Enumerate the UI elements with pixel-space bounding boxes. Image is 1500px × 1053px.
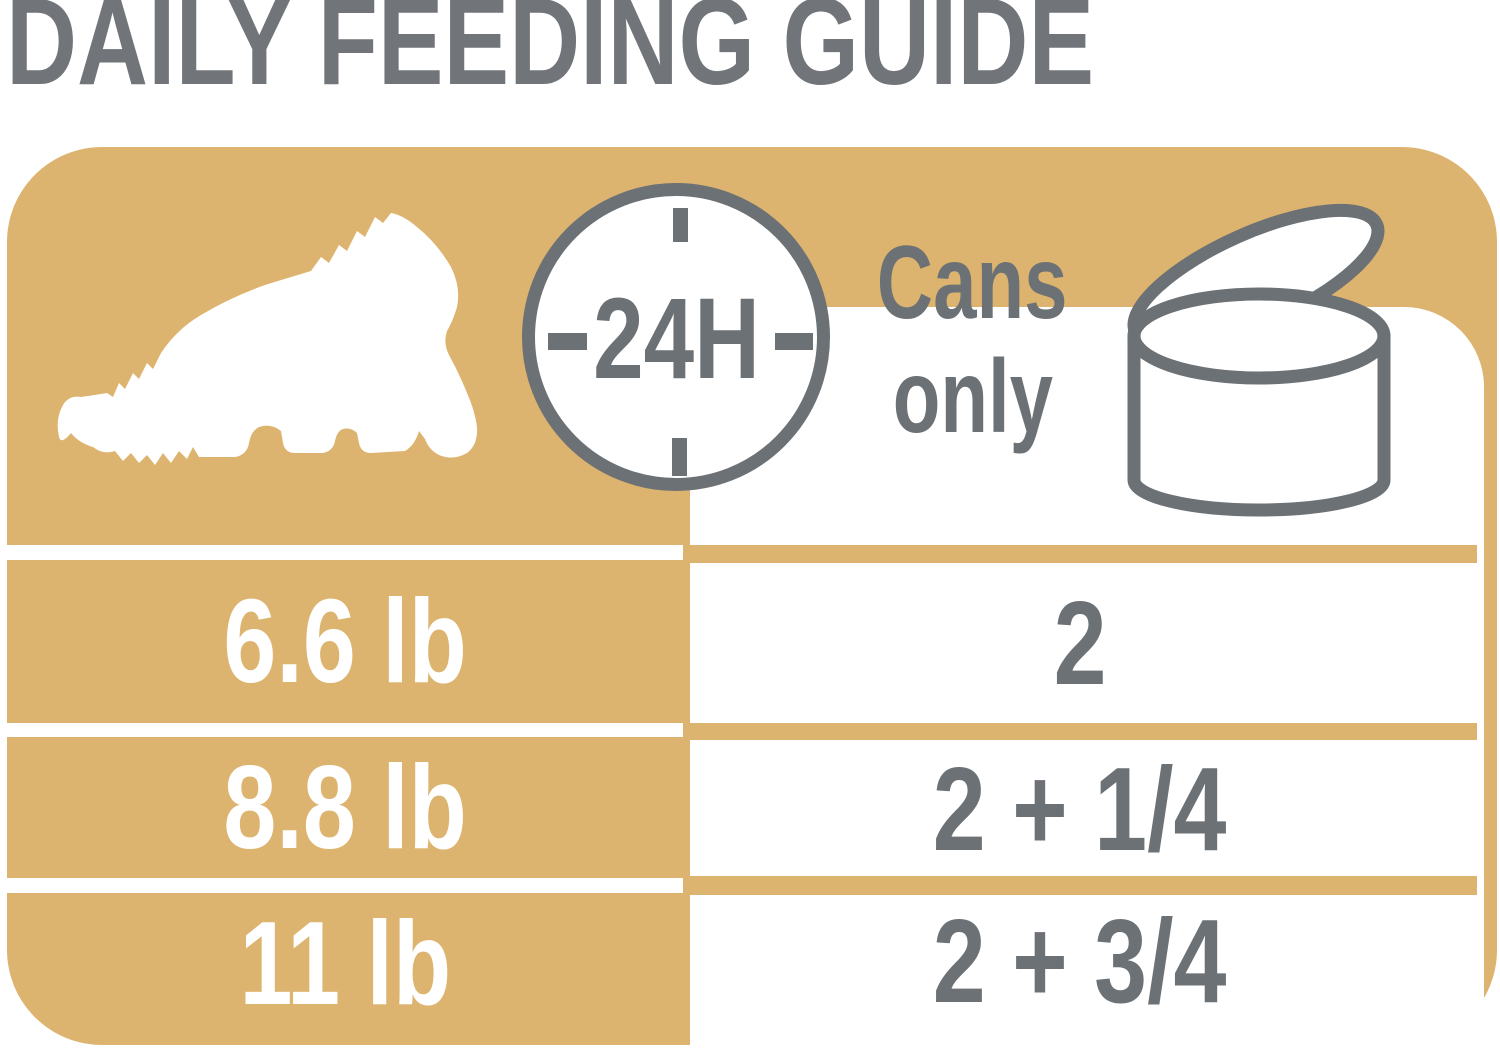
clock-dash-right bbox=[775, 333, 813, 350]
weight-cell-row-2: 8.8 lb bbox=[7, 737, 683, 878]
weight-cell-row-3: 11 lb bbox=[7, 893, 683, 1033]
row-divider-right-3 bbox=[683, 876, 1477, 895]
cans-value: 2 + 1/4 bbox=[933, 742, 1227, 876]
cans-value-cell-row-3: 2 + 3/4 bbox=[683, 895, 1477, 1028]
weight-label: 11 lb bbox=[239, 896, 451, 1030]
weight-label: 8.8 lb bbox=[223, 741, 467, 874]
cans-only-line2: only bbox=[892, 339, 1053, 455]
clock-label: 24H bbox=[592, 274, 760, 403]
row-divider-left-1 bbox=[7, 545, 683, 560]
row-divider-right-2 bbox=[683, 723, 1477, 740]
cans-value-cell-row-1: 2 bbox=[683, 563, 1477, 723]
cans-value: 2 bbox=[1053, 576, 1107, 710]
cat-icon bbox=[57, 213, 478, 465]
cans-value: 2 + 3/4 bbox=[933, 895, 1227, 1028]
row-divider-left-2 bbox=[7, 723, 683, 737]
row-divider-right-1 bbox=[683, 545, 1477, 563]
cans-only-line1: Cans bbox=[877, 225, 1068, 341]
cans-value-cell-row-2: 2 + 1/4 bbox=[683, 740, 1477, 878]
open-can-icon bbox=[1127, 203, 1391, 517]
clock-dash-left bbox=[548, 333, 587, 350]
weight-cell-row-1: 6.6 lb bbox=[7, 560, 683, 723]
page-title: DAILY FEEDING GUIDE bbox=[6, 0, 1095, 111]
clock-tick-bottom bbox=[672, 438, 687, 476]
weight-label: 6.6 lb bbox=[223, 575, 467, 708]
cans-only-label: Cans only bbox=[860, 226, 1085, 454]
clock-24h-icon: 24H bbox=[522, 183, 830, 491]
clock-tick-top bbox=[673, 208, 688, 242]
row-divider-left-3 bbox=[7, 878, 683, 893]
